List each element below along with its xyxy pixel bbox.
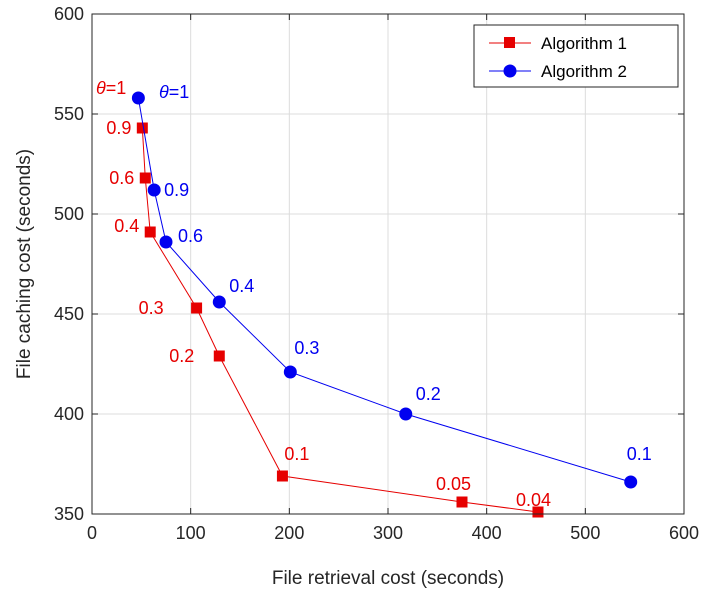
data-point-square [276,470,288,482]
x-tick-label: 300 [373,523,403,543]
point-label: 0.04 [516,490,551,510]
data-point-circle [399,407,413,421]
x-axis-label: File retrieval cost (seconds) [272,568,504,589]
series-line-1 [141,127,539,513]
grid [92,14,684,514]
y-tick-label: 350 [54,504,84,524]
data-point-circle [283,365,297,379]
y-tick-label: 600 [54,4,84,24]
point-label: 0.4 [114,216,139,236]
y-axis-label: File caching cost (seconds) [14,149,35,379]
point-label: 0.2 [416,384,441,404]
y-tick-label: 450 [54,304,84,324]
legend-marker-square [504,37,515,48]
data-point-circle [159,235,173,249]
y-tick-label: 400 [54,404,84,424]
y-tick-label: 550 [54,104,84,124]
y-tick-label: 500 [54,204,84,224]
x-tick-label: 400 [472,523,502,543]
x-tick-label: 100 [176,523,206,543]
data-point-circle [147,183,161,197]
data-point-circle [131,91,145,105]
point-label: 0.05 [436,474,471,494]
ticks: 0 100 200 300 400 500 600 350 400 450 500 550 600 [54,4,699,543]
legend-label-algorithm-1: Algorithm 1 [541,34,627,53]
data-point-square [144,226,156,238]
x-tick-label: 0 [87,523,97,543]
data-point-square [213,350,225,362]
data-point-square [456,496,468,508]
legend-label-algorithm-2: Algorithm 2 [541,62,627,81]
x-tick-label: 200 [274,523,304,543]
data-point-square [191,302,203,314]
data-point-square [139,172,151,184]
point-label: 0.6 [109,168,134,188]
point-annotations: 0.9 0.6 0.4 0.3 0.2 0.1 0.05 0.04 0.9 0.6 0.4 0.3 0.… [106,118,651,510]
data-point-circle [624,475,638,489]
data-point-square [532,506,544,518]
series-layer [131,91,638,518]
point-label: 0.6 [178,226,203,246]
theta-label-algorithm-1: θ=1 [96,78,126,98]
point-label: 0.1 [627,444,652,464]
point-label: 0.1 [284,444,309,464]
point-label: 0.2 [169,346,194,366]
point-label: 0.9 [164,180,189,200]
point-label: 0.3 [139,298,164,318]
data-point-square [136,122,148,134]
point-label: 0.3 [294,338,319,358]
point-label: 0.4 [229,276,254,296]
x-tick-label: 600 [669,523,699,543]
point-label: 0.9 [106,118,131,138]
x-tick-label: 500 [570,523,600,543]
legend-marker-circle [503,64,517,78]
legend: Algorithm 1 Algorithm 2 [473,24,679,88]
theta-label-algorithm-2: θ=1 [159,82,189,102]
data-point-circle [212,295,226,309]
